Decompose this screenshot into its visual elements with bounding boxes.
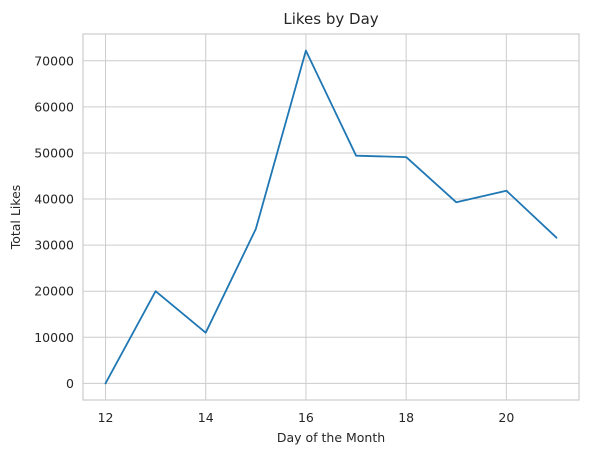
- y-axis-label: Total Likes: [8, 185, 23, 251]
- x-axis-ticks: 12 14 16 18 20: [98, 410, 515, 425]
- x-tick-label: 12: [98, 410, 114, 425]
- y-axis-ticks: 0 10000 20000 30000 40000 50000 60000 70000: [34, 53, 74, 391]
- y-tick-label: 60000: [34, 99, 74, 114]
- x-axis-label: Day of the Month: [277, 430, 385, 445]
- y-tick-label: 0: [66, 376, 74, 391]
- grid-lines: [83, 34, 579, 400]
- chart-title: Likes by Day: [283, 10, 378, 28]
- x-tick-label: 20: [498, 410, 514, 425]
- y-tick-label: 50000: [34, 145, 74, 160]
- x-tick-label: 18: [398, 410, 414, 425]
- x-tick-label: 16: [298, 410, 314, 425]
- y-tick-label: 30000: [34, 238, 74, 253]
- y-tick-label: 20000: [34, 284, 74, 299]
- y-tick-label: 70000: [34, 53, 74, 68]
- x-tick-label: 14: [198, 410, 214, 425]
- series-line-likes: [104, 49, 558, 385]
- y-tick-label: 10000: [34, 330, 74, 345]
- plot-frame: [82, 33, 580, 401]
- y-tick-label: 40000: [34, 192, 74, 207]
